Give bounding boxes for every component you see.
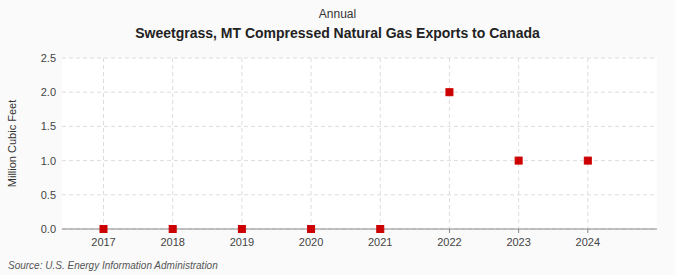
y-grid-line xyxy=(62,92,657,93)
data-point xyxy=(100,226,107,233)
chart-svg: Annual Sweetgrass, MT Compressed Natural … xyxy=(0,0,675,275)
y-tick-label: 2.0 xyxy=(41,86,56,98)
x-tick-mark xyxy=(449,229,450,233)
y-grid-line xyxy=(62,229,657,230)
x-grid-line xyxy=(518,58,519,229)
grid xyxy=(62,58,657,229)
data-point xyxy=(446,89,453,96)
y-tick-label: 1.5 xyxy=(41,120,56,132)
y-grid-line xyxy=(62,126,657,127)
y-axis-label: Million Cubic Feet xyxy=(6,100,18,187)
x-tick-label: 2023 xyxy=(506,236,530,248)
chart-container: Annual Sweetgrass, MT Compressed Natural … xyxy=(0,0,675,275)
x-axis-line xyxy=(62,229,657,230)
x-grid-line xyxy=(103,58,104,229)
title: Sweetgrass, MT Compressed Natural Gas Ex… xyxy=(135,25,540,41)
x-tick-label: 2024 xyxy=(576,236,600,248)
x-grid-line xyxy=(587,58,588,229)
x-tick-label: 2022 xyxy=(437,236,461,248)
data-group xyxy=(100,89,591,233)
data-point xyxy=(308,226,315,233)
y-grid-line xyxy=(62,58,657,59)
x-grid-line xyxy=(380,58,381,229)
x-grid-line xyxy=(311,58,312,229)
y-tick-label: 1.0 xyxy=(41,155,56,167)
x-grid-line xyxy=(172,58,173,229)
data-point xyxy=(515,157,522,164)
data-point xyxy=(238,226,245,233)
data-point xyxy=(584,157,591,164)
source-note: Source: U.S. Energy Information Administ… xyxy=(8,260,218,271)
x-tick-mark xyxy=(587,229,588,233)
x-tick-label: 2019 xyxy=(230,236,254,248)
y-grid-line xyxy=(62,194,657,195)
data-point xyxy=(377,226,384,233)
y-tick-label: 0.0 xyxy=(41,223,56,235)
y-tick-label: 2.5 xyxy=(41,52,56,64)
x-tick-label: 2017 xyxy=(91,236,115,248)
x-tick-label: 2020 xyxy=(299,236,323,248)
y-grid-line xyxy=(62,160,657,161)
data-point xyxy=(169,226,176,233)
x-tick-mark xyxy=(518,229,519,233)
plot-background xyxy=(62,58,657,229)
x-grid-line xyxy=(241,58,242,229)
subtitle: Annual xyxy=(319,7,356,21)
x-tick-label: 2018 xyxy=(160,236,184,248)
x-grid-line xyxy=(449,58,450,229)
y-tick-label: 0.5 xyxy=(41,189,56,201)
x-tick-label: 2021 xyxy=(368,236,392,248)
